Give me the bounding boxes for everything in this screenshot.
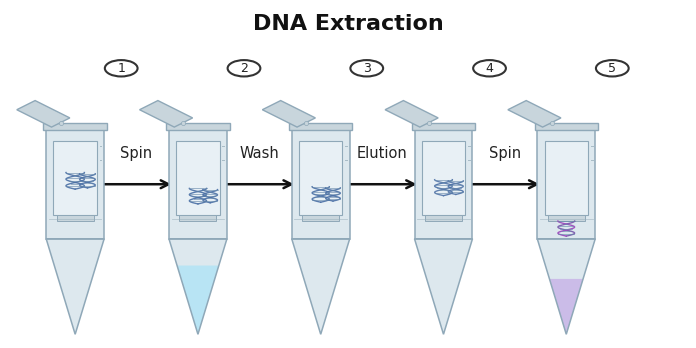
Polygon shape [169,239,227,334]
Polygon shape [422,141,465,215]
Polygon shape [549,279,583,334]
Polygon shape [17,101,70,127]
Text: 2: 2 [240,62,248,75]
Polygon shape [415,130,473,239]
Text: DNA Extraction: DNA Extraction [253,14,443,34]
Polygon shape [535,122,598,130]
Polygon shape [140,101,193,127]
Polygon shape [548,215,585,221]
Polygon shape [176,141,220,215]
Polygon shape [537,130,595,239]
Polygon shape [508,101,561,127]
Polygon shape [46,239,104,334]
Polygon shape [289,122,352,130]
Polygon shape [412,122,475,130]
Text: 5: 5 [608,62,616,75]
Polygon shape [544,141,588,215]
Circle shape [105,60,138,77]
Text: Spin: Spin [120,146,152,161]
Polygon shape [423,185,464,215]
Polygon shape [180,215,216,221]
Circle shape [350,60,383,77]
Polygon shape [56,215,94,221]
Polygon shape [262,101,315,127]
Text: 3: 3 [363,62,371,75]
Polygon shape [302,215,339,221]
Polygon shape [292,239,349,334]
Polygon shape [177,266,219,334]
Circle shape [228,60,260,77]
Text: Wash: Wash [239,146,279,161]
Polygon shape [169,130,227,239]
Polygon shape [46,130,104,239]
Circle shape [473,60,506,77]
Polygon shape [537,239,595,334]
Polygon shape [292,130,349,239]
Polygon shape [425,215,462,221]
Polygon shape [166,122,230,130]
Circle shape [596,60,628,77]
Text: Spin: Spin [489,146,521,161]
Text: 1: 1 [117,62,125,75]
Polygon shape [301,174,341,215]
Polygon shape [55,169,95,215]
Polygon shape [43,122,107,130]
Polygon shape [415,239,473,334]
Polygon shape [385,101,438,127]
Polygon shape [299,141,342,215]
Text: Elution: Elution [357,146,407,161]
Polygon shape [54,141,97,215]
Text: 4: 4 [486,62,493,75]
